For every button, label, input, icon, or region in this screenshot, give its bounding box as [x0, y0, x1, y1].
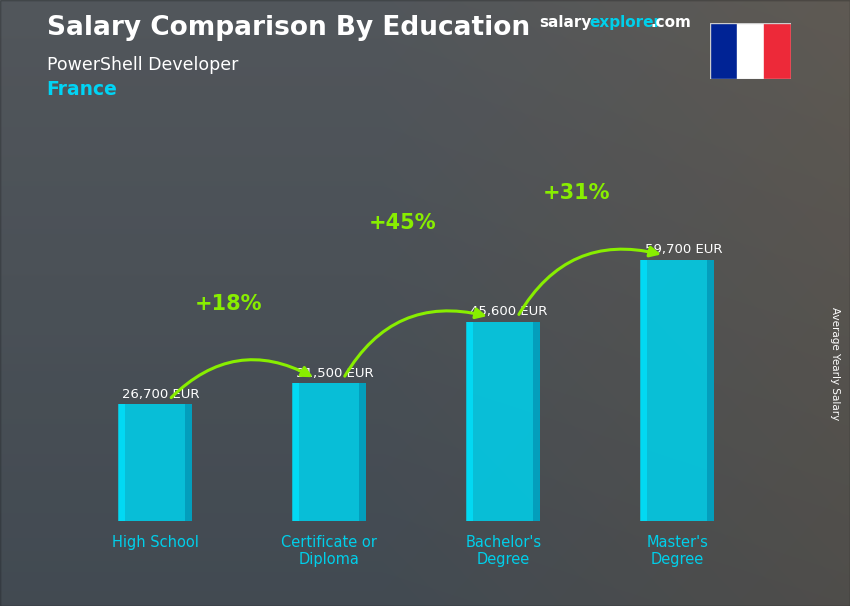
Text: +31%: +31% — [543, 183, 610, 203]
Text: Average Yearly Salary: Average Yearly Salary — [830, 307, 840, 420]
Bar — [640, 260, 647, 521]
Bar — [118, 404, 125, 521]
Text: .com: .com — [650, 15, 691, 30]
Text: 26,700 EUR: 26,700 EUR — [122, 387, 200, 401]
Bar — [466, 322, 473, 521]
Text: Salary Comparison By Education: Salary Comparison By Education — [47, 15, 530, 41]
Bar — [292, 383, 299, 521]
Text: France: France — [47, 80, 117, 99]
Bar — [293, 383, 366, 521]
Bar — [763, 23, 791, 79]
Text: +45%: +45% — [369, 213, 436, 233]
Bar — [641, 260, 714, 521]
Bar — [710, 23, 737, 79]
Text: 59,700 EUR: 59,700 EUR — [644, 243, 722, 256]
Bar — [737, 23, 763, 79]
Text: +18%: +18% — [195, 294, 262, 314]
Bar — [533, 322, 540, 521]
Text: salary: salary — [540, 15, 592, 30]
Text: 45,600 EUR: 45,600 EUR — [471, 305, 548, 318]
Bar — [359, 383, 366, 521]
Bar — [119, 404, 192, 521]
Text: explorer: explorer — [589, 15, 661, 30]
Text: PowerShell Developer: PowerShell Developer — [47, 56, 238, 74]
Bar — [707, 260, 714, 521]
Bar — [185, 404, 192, 521]
Bar — [467, 322, 540, 521]
Text: 31,500 EUR: 31,500 EUR — [297, 367, 374, 379]
